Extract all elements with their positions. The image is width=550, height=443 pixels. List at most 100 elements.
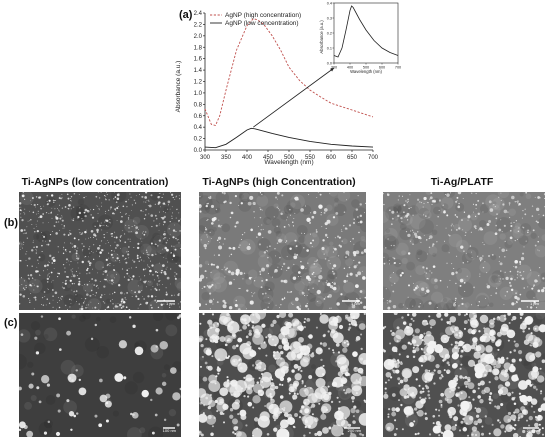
nanoparticle bbox=[465, 347, 468, 350]
nanoparticle bbox=[77, 267, 79, 269]
nanoparticle bbox=[107, 225, 109, 227]
sem-grain bbox=[409, 213, 426, 230]
sem-grain bbox=[201, 292, 210, 301]
nanoparticle bbox=[261, 224, 263, 226]
nanoparticle bbox=[172, 196, 174, 199]
nanoparticle bbox=[332, 351, 335, 354]
nanoparticle bbox=[273, 427, 278, 432]
nanoparticle bbox=[67, 197, 70, 200]
nanoparticle bbox=[432, 245, 434, 247]
nanoparticle bbox=[427, 202, 429, 204]
nanoparticle bbox=[121, 215, 123, 218]
nanoparticle bbox=[133, 220, 134, 222]
sem-grain bbox=[268, 364, 277, 373]
nanoparticle bbox=[474, 366, 479, 371]
nanoparticle bbox=[259, 270, 262, 273]
nanoparticle bbox=[327, 385, 330, 388]
nanoparticle bbox=[327, 330, 330, 333]
nanoparticle bbox=[263, 341, 266, 344]
nanoparticle bbox=[70, 196, 73, 198]
sem-grain bbox=[253, 276, 265, 288]
sem-grain bbox=[36, 231, 48, 243]
nanoparticle bbox=[31, 372, 35, 376]
nanoparticle bbox=[201, 355, 204, 358]
nanoparticle bbox=[64, 227, 66, 229]
nanoparticle bbox=[170, 304, 172, 306]
nanoparticle bbox=[440, 318, 443, 321]
nanoparticle bbox=[86, 269, 89, 272]
nanoparticle bbox=[91, 283, 93, 285]
nanoparticle bbox=[230, 271, 235, 276]
nanoparticle bbox=[116, 207, 119, 210]
nanoparticle bbox=[174, 275, 176, 277]
sem-grain bbox=[422, 300, 439, 310]
nanoparticle bbox=[33, 246, 35, 248]
nanoparticle bbox=[97, 246, 100, 250]
nanoparticle bbox=[354, 323, 358, 327]
nanoparticle bbox=[98, 209, 100, 211]
sem-grain bbox=[395, 269, 405, 278]
nanoparticle bbox=[538, 267, 541, 269]
nanoparticle bbox=[78, 239, 80, 241]
nanoparticle bbox=[291, 318, 300, 327]
nanoparticle bbox=[52, 299, 54, 301]
nanoparticle bbox=[145, 268, 147, 270]
nanoparticle bbox=[207, 319, 213, 325]
nanoparticle bbox=[269, 376, 272, 380]
sem-grain bbox=[431, 229, 438, 236]
series-line-0 bbox=[204, 18, 374, 127]
scale-bar-label: 1 µm bbox=[166, 301, 175, 306]
nanoparticle bbox=[199, 322, 202, 325]
nanoparticle bbox=[286, 366, 289, 369]
nanoparticle bbox=[300, 265, 305, 270]
nanoparticle bbox=[149, 281, 151, 283]
nanoparticle bbox=[108, 241, 109, 243]
nanoparticle bbox=[318, 402, 321, 405]
nanoparticle bbox=[88, 272, 90, 274]
nanoparticle bbox=[245, 424, 248, 427]
nanoparticle bbox=[363, 305, 366, 309]
nanoparticle bbox=[78, 228, 80, 231]
nanoparticle bbox=[231, 418, 238, 425]
nanoparticle bbox=[430, 371, 435, 376]
nanoparticle bbox=[517, 202, 519, 204]
nanoparticle bbox=[504, 240, 506, 242]
nanoparticle bbox=[20, 277, 23, 279]
nanoparticle bbox=[43, 431, 48, 435]
nanoparticle bbox=[358, 413, 366, 426]
nanoparticle bbox=[89, 252, 91, 254]
nanoparticle bbox=[325, 227, 327, 229]
nanoparticle bbox=[402, 321, 407, 325]
nanoparticle bbox=[407, 200, 409, 202]
nanoparticle bbox=[200, 239, 202, 241]
nanoparticle bbox=[273, 354, 276, 357]
nanoparticle bbox=[514, 265, 518, 269]
nanoparticle bbox=[273, 409, 281, 418]
nanoparticle bbox=[283, 279, 288, 284]
nanoparticle bbox=[164, 273, 167, 276]
nanoparticle bbox=[294, 196, 299, 201]
nanoparticle bbox=[463, 250, 465, 252]
nanoparticle bbox=[157, 196, 160, 199]
nanoparticle bbox=[445, 227, 447, 229]
nanoparticle bbox=[527, 397, 530, 400]
nanoparticle bbox=[422, 320, 425, 323]
nanoparticle bbox=[454, 300, 457, 302]
nanoparticle bbox=[486, 222, 490, 226]
sem-texture bbox=[199, 313, 366, 437]
nanoparticle bbox=[287, 291, 289, 293]
nanoparticle bbox=[240, 314, 251, 325]
nanoparticle bbox=[519, 322, 527, 330]
nanoparticle bbox=[508, 281, 511, 284]
nanoparticle bbox=[535, 376, 538, 379]
nanoparticle bbox=[48, 302, 51, 305]
nanoparticle bbox=[482, 242, 484, 244]
nanoparticle bbox=[127, 278, 130, 282]
nanoparticle bbox=[264, 368, 267, 371]
nanoparticle bbox=[102, 301, 104, 303]
nanoparticle bbox=[205, 204, 208, 208]
nanoparticle bbox=[414, 235, 418, 239]
nanoparticle bbox=[19, 293, 22, 296]
nanoparticle bbox=[346, 275, 349, 278]
nanoparticle bbox=[415, 400, 424, 409]
